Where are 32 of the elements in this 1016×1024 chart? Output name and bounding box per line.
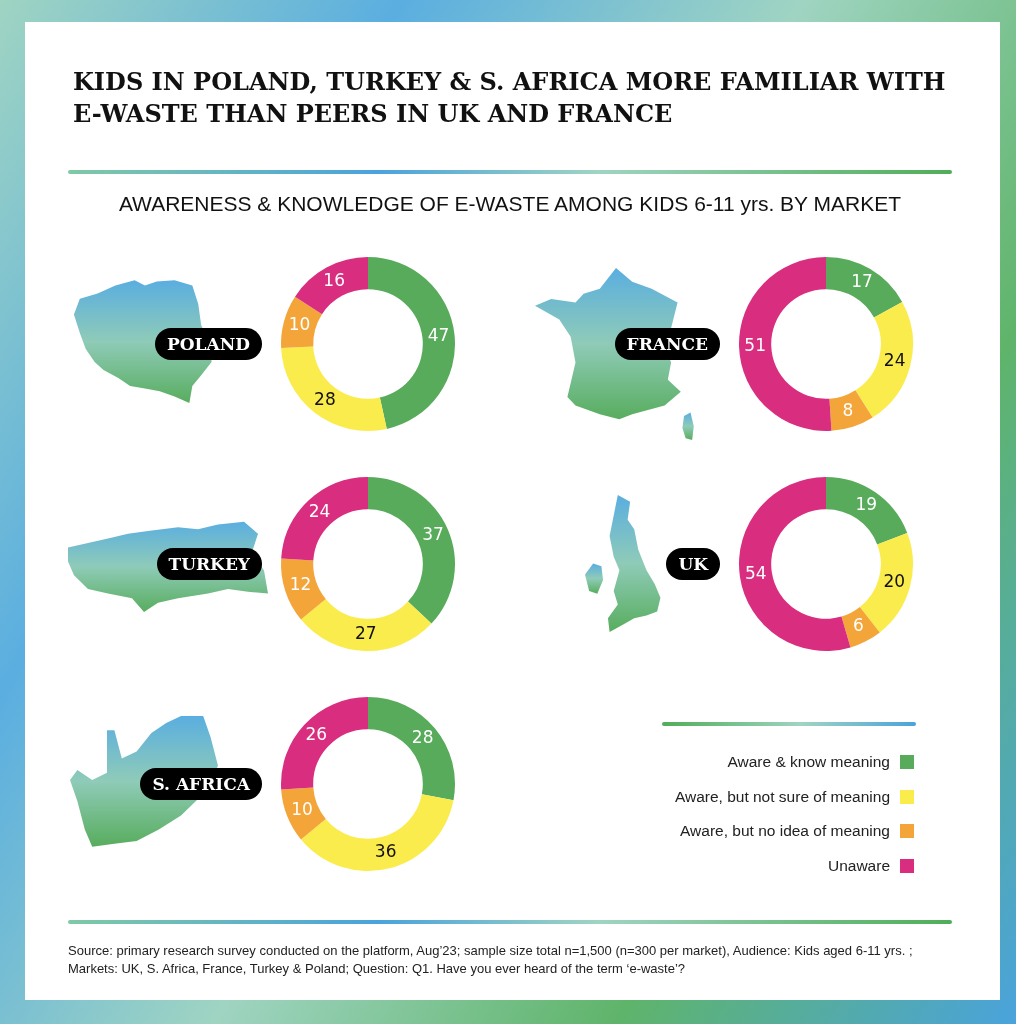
legend-label: Aware, but not sure of meaning — [674, 787, 890, 806]
data-label: 8 — [842, 399, 854, 420]
data-label: 17 — [851, 271, 873, 292]
data-label: 36 — [374, 841, 397, 862]
data-label: 6 — [853, 615, 864, 636]
data-label: 28 — [314, 388, 336, 409]
data-label: 19 — [855, 494, 878, 515]
data-label: 54 — [745, 562, 767, 583]
data-label: 27 — [354, 623, 377, 644]
data-label: 24 — [308, 500, 331, 521]
text: TURKEY — [156, 548, 262, 580]
data-label: 16 — [323, 270, 345, 291]
text: UK — [666, 548, 720, 580]
text: POLAND — [154, 328, 262, 360]
data-label: 10 — [291, 798, 313, 819]
legend-label: Aware & know meaning — [727, 753, 890, 772]
data-label: 28 — [411, 727, 434, 748]
data-label: 20 — [883, 571, 906, 592]
data-label: 10 — [288, 313, 311, 334]
data-label: 51 — [744, 334, 766, 355]
data-label: 24 — [883, 350, 906, 371]
data-label: 26 — [305, 723, 328, 744]
legend-label: Unaware — [827, 856, 890, 875]
text: KIDS IN POLAND, TURKEY & S. AFRICA MORE FAMILIAR WITH E-WASTE THAN PEERS IN UK AND FRANCE — [73, 66, 947, 130]
text: AWARENESS & KNOWLEDGE OF E-WASTE AMONG KIDS 6-11 yrs. BY MARKET — [117, 192, 903, 216]
legend-label: Aware, but no idea of meaning — [680, 822, 890, 841]
source-note: Source: primary research survey conducted on the platform, Aug’23; sample size total n=1,500 (n=300 per market), Audience: Kids aged 6-11 yrs. ; Markets: UK, S. Africa, France, Turkey & Poland; Question: Q1. Have you ever heard of the term ‘e-waste’? — [68, 942, 914, 978]
text: FRANCE — [614, 328, 720, 360]
data-label: 37 — [422, 524, 444, 545]
data-label: 12 — [289, 574, 312, 595]
text: S. AFRICA — [140, 768, 262, 800]
data-label: 47 — [427, 324, 450, 345]
